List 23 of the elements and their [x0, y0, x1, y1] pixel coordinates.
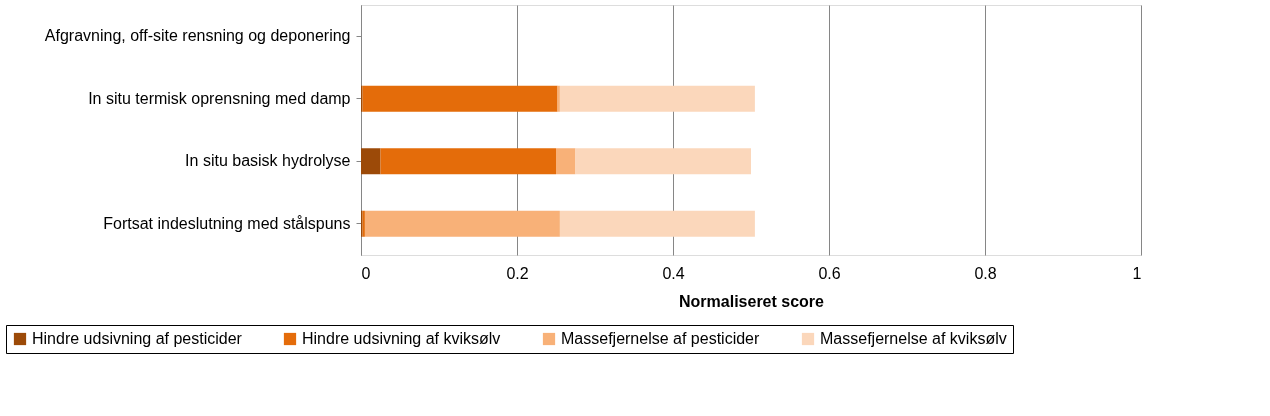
bar — [556, 148, 576, 175]
bar — [361, 148, 381, 175]
legend-label: Hindre udsivning af pesticider — [32, 330, 243, 347]
x-tick-label: 0.4 — [662, 264, 685, 282]
legend-label: Massefjernelse af kviksølv — [820, 330, 1007, 347]
bar — [559, 210, 755, 237]
bar — [575, 148, 751, 175]
legend-label: Hindre udsivning af kviksølv — [302, 330, 501, 347]
y-tick-label: In situ termisk oprensning med damp — [88, 89, 351, 107]
bar — [380, 148, 556, 175]
x-tick-label: 1 — [1132, 264, 1142, 282]
x-tick-label: 0 — [361, 264, 371, 282]
y-tick-label: Fortsat indeslutning med stålspuns — [103, 214, 351, 232]
x-tick-label: 0.8 — [974, 264, 997, 282]
y-tick-label: In situ basisk hydrolyse — [185, 152, 351, 170]
x-tick-label: 0.2 — [506, 264, 529, 282]
bar — [362, 85, 558, 112]
legend-label: Massefjernelse af pesticider — [561, 330, 760, 347]
y-tick-label: Afgravning, off-site rensning og deponering — [44, 27, 351, 45]
x-axis-title: Normaliseret score — [679, 292, 825, 310]
x-tick-label: 0.6 — [818, 264, 841, 282]
bar — [559, 85, 755, 112]
bar — [364, 210, 560, 237]
